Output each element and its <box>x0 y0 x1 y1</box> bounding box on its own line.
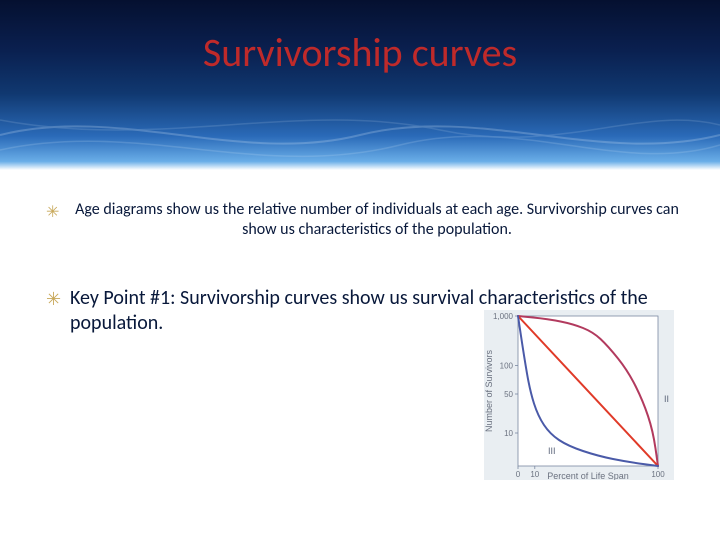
svg-text:50: 50 <box>504 390 513 399</box>
header-background <box>0 0 720 170</box>
wave-decoration <box>0 95 720 175</box>
chart-svg: 1,0001005010010100Percent of Life SpanNu… <box>484 310 674 480</box>
title-text: Survivorship curves <box>203 28 517 77</box>
svg-text:1,000: 1,000 <box>493 312 514 321</box>
svg-text:II: II <box>664 394 669 404</box>
svg-text:III: III <box>548 446 556 456</box>
bullet-star-icon: ✳ <box>46 286 70 310</box>
bullet-item: ✳ Age diagrams show us the relative numb… <box>46 200 684 240</box>
svg-text:Number of Survivors: Number of Survivors <box>484 349 494 432</box>
svg-text:10: 10 <box>504 429 513 438</box>
survivorship-chart: 1,0001005010010100Percent of Life SpanNu… <box>484 310 674 480</box>
svg-text:Percent of Life Span: Percent of Life Span <box>547 471 629 480</box>
svg-text:10: 10 <box>530 470 539 479</box>
bullet-text: Age diagrams show us the relative number… <box>70 200 684 240</box>
bullet-star-icon: ✳ <box>46 200 70 222</box>
slide-title: Survivorship curves <box>0 28 720 77</box>
svg-text:100: 100 <box>500 362 514 371</box>
svg-text:100: 100 <box>651 470 665 479</box>
svg-text:0: 0 <box>516 470 521 479</box>
